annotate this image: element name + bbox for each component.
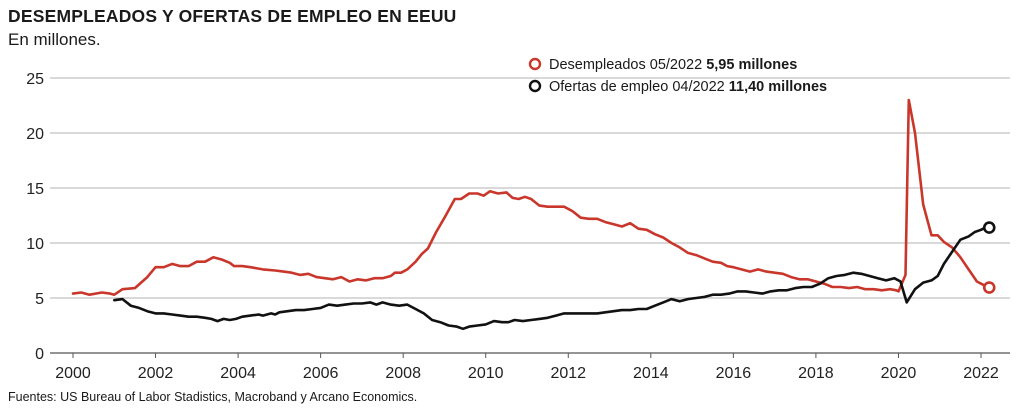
y-tick-label: 0 xyxy=(35,346,44,363)
legend-value: 5,95 millones xyxy=(706,57,797,73)
x-tick-label: 2002 xyxy=(138,365,174,382)
series-line-1 xyxy=(113,226,991,331)
x-tick-label: 2018 xyxy=(798,365,834,382)
chart-grid xyxy=(50,77,1010,354)
x-tick-label: 2000 xyxy=(55,365,91,382)
legend-entry: Desempleados 05/2022 5,95 millones xyxy=(549,57,797,73)
y-tick-label: 20 xyxy=(26,126,44,143)
legend-value: 11,40 millones xyxy=(729,79,827,95)
chart-legend: Desempleados 05/2022 5,95 millones Oferta… xyxy=(528,57,827,95)
x-tick-label: 2020 xyxy=(881,365,917,382)
x-tick-label: 2012 xyxy=(550,365,586,382)
series-end-marker-0 xyxy=(982,281,996,294)
chart-subtitle: En millones. xyxy=(8,30,101,49)
chart-title: DESEMPLEADOS Y OFERTAS DE EMPLEO EN EEUU xyxy=(8,6,457,26)
series-line-0 xyxy=(71,98,991,296)
y-axis-ticks: 0 5 10 15 20 25 xyxy=(26,71,44,363)
x-tick-label: 2008 xyxy=(385,365,421,382)
x-tick-label: 2006 xyxy=(303,365,339,382)
x-tick-label: 2014 xyxy=(633,365,669,382)
y-tick-label: 25 xyxy=(26,71,44,88)
x-tick-label: 2004 xyxy=(220,365,256,382)
legend-marker xyxy=(528,57,542,71)
legend-entry: Ofertas de empleo 04/2022 11,40 millones xyxy=(549,79,827,95)
legend-label: Ofertas de empleo 04/2022 xyxy=(549,79,729,95)
legend-label: Desempleados 05/2022 xyxy=(549,57,706,73)
x-tick-label: 2010 xyxy=(468,365,504,382)
x-tick-label: 2022 xyxy=(963,365,999,382)
series-end-marker-1 xyxy=(982,221,996,234)
x-axis-ticks: 2000 2002 2004 2006 2008 2010 2012 2014 2016 2018… xyxy=(55,353,999,382)
source-note: Fuentes: US Bureau of Labor Stadistics, … xyxy=(8,390,418,404)
x-tick-label: 2016 xyxy=(716,365,752,382)
chart-series xyxy=(71,98,996,331)
legend-marker xyxy=(528,79,542,93)
y-tick-label: 15 xyxy=(26,181,44,198)
y-tick-label: 5 xyxy=(35,291,44,308)
y-tick-label: 10 xyxy=(26,236,44,253)
